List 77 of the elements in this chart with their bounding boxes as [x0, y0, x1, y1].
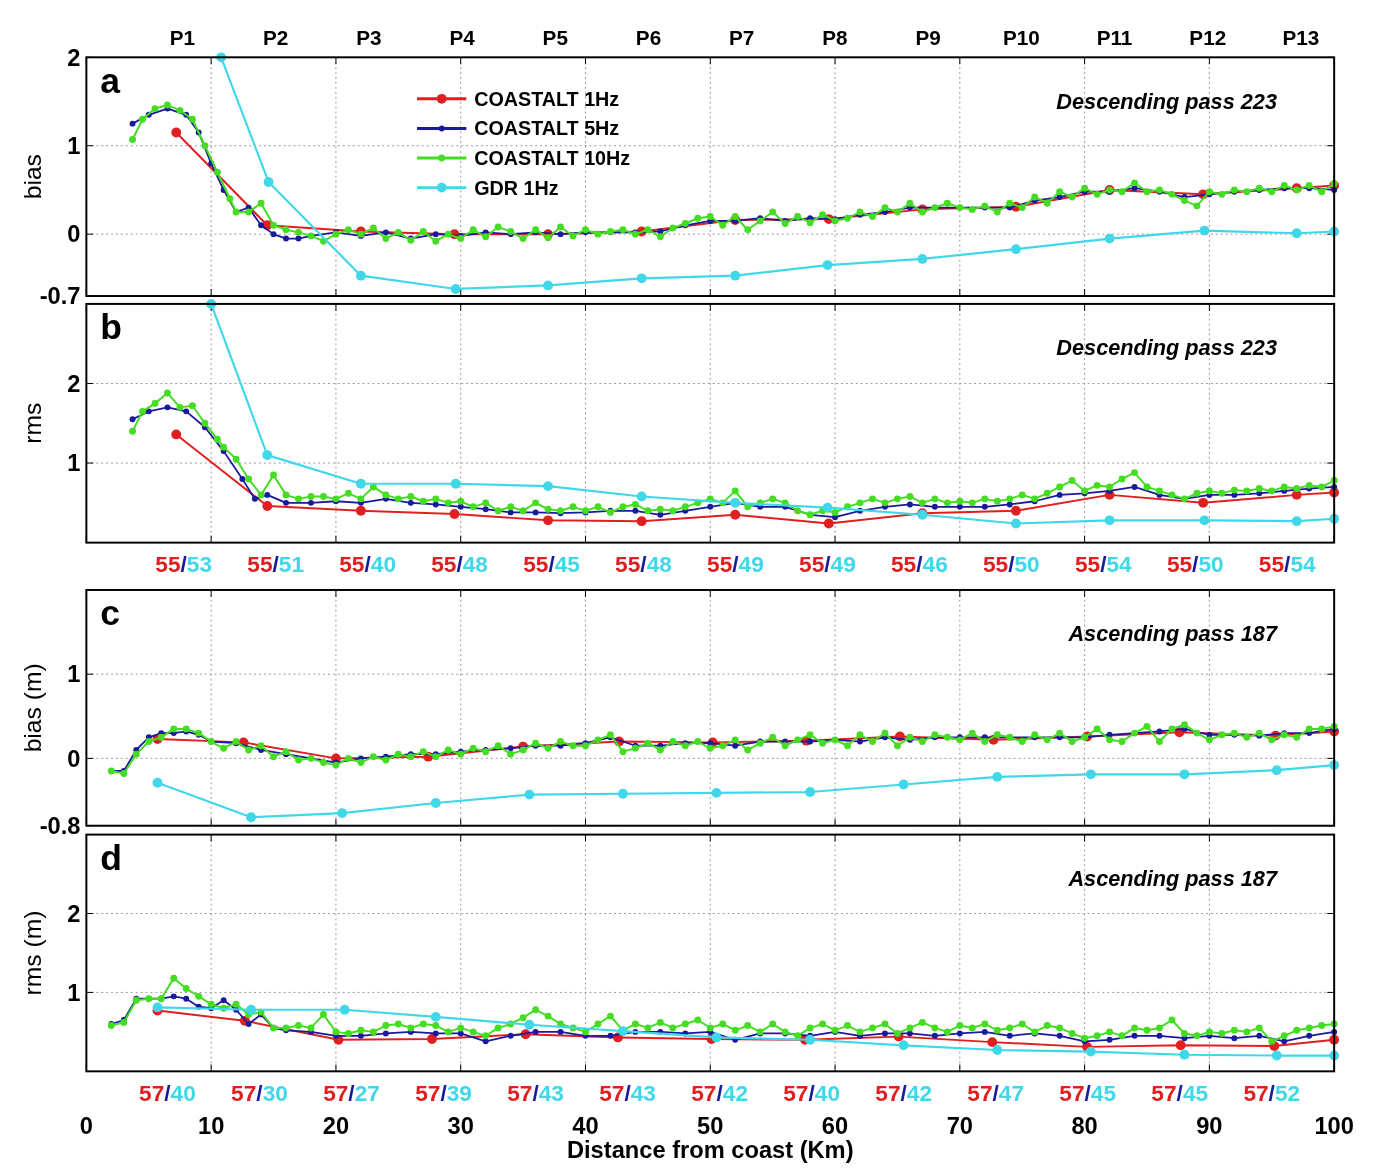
y-axis-title: rms: [19, 402, 46, 444]
x-tick-label: 80: [1071, 1113, 1098, 1140]
y-tick-label: 0: [67, 745, 81, 772]
text: P13: [1282, 26, 1320, 50]
y-axis-title: bias: [19, 154, 46, 200]
text: Ascending pass 187: [1067, 865, 1278, 891]
text: 57/40: [783, 1079, 841, 1106]
y-tick-label: 2: [67, 370, 81, 397]
text: 57/42: [875, 1079, 933, 1106]
y-axis-title: bias (m): [19, 663, 46, 753]
y-tick-label: 1: [67, 133, 81, 160]
text: Descending pass 223: [1056, 335, 1277, 361]
legend-label: COASTALT 1Hz: [474, 87, 620, 110]
legend-label: COASTALT 5Hz: [474, 117, 620, 140]
y-tick-label: 2: [67, 44, 81, 71]
y-tick-label: 1: [67, 661, 81, 688]
text: P6: [635, 26, 662, 50]
text: 55/50: [1166, 551, 1224, 578]
text: P9: [915, 26, 941, 50]
text: P2: [263, 26, 289, 50]
text: P1: [169, 26, 196, 50]
text: 55/49: [799, 551, 856, 578]
x-tick-label: 30: [447, 1113, 474, 1140]
text: P7: [729, 26, 755, 50]
x-tick-label: 100: [1314, 1113, 1354, 1140]
text: P12: [1189, 26, 1227, 50]
text: 57/43: [599, 1079, 656, 1106]
text: 55/40: [339, 551, 396, 578]
text: 55/53: [155, 551, 213, 578]
y-axis-title: rms (m): [19, 910, 46, 996]
text: Descending pass 223: [1056, 88, 1277, 114]
text: 57/47: [967, 1079, 1025, 1106]
text: 55/48: [615, 551, 672, 578]
chart-title: d: [100, 838, 122, 879]
text: 57/52: [1243, 1079, 1301, 1106]
x-tick-label: 10: [197, 1113, 225, 1140]
chart-title: a: [100, 60, 121, 101]
text: 57/27: [323, 1079, 380, 1106]
x-tick-label: 90: [1196, 1113, 1223, 1140]
text: 55/49: [707, 551, 764, 578]
x-tick-label: 40: [572, 1113, 599, 1140]
x-tick-label: 20: [322, 1113, 350, 1140]
text: 57/30: [231, 1079, 288, 1106]
chart-title: b: [100, 307, 122, 348]
text: 57/45: [1151, 1079, 1209, 1106]
y-tick-label: 2: [67, 900, 81, 927]
chart-title: c: [100, 593, 120, 634]
text: 57/45: [1059, 1079, 1117, 1106]
text: P5: [542, 26, 568, 50]
text: 57/40: [139, 1079, 196, 1106]
text: 57/42: [691, 1079, 748, 1106]
text: 55/50: [982, 551, 1040, 578]
y-tick-label: -0.8: [39, 813, 81, 840]
y-tick-label: -0.7: [39, 283, 81, 310]
text: P4: [449, 26, 476, 50]
y-tick-label: 1: [67, 979, 81, 1006]
text: P11: [1096, 26, 1133, 50]
text: 55/45: [523, 551, 580, 578]
legend-label: GDR 1Hz: [474, 176, 559, 199]
x-axis-title: Distance from coast (Km): [566, 1137, 854, 1164]
text: 55/51: [247, 551, 305, 578]
legend-label: COASTALT 10Hz: [474, 146, 631, 169]
x-tick-label: 70: [946, 1113, 973, 1140]
x-tick-label: 60: [821, 1113, 849, 1140]
text: Ascending pass 187: [1067, 621, 1278, 647]
text: P10: [1002, 26, 1040, 50]
text: P3: [356, 26, 382, 50]
text: 57/43: [507, 1079, 564, 1106]
text: 55/54: [1074, 551, 1133, 578]
x-tick-label: 50: [697, 1113, 724, 1140]
text: P8: [822, 26, 848, 50]
text: 55/48: [431, 551, 488, 578]
y-tick-label: 1: [67, 450, 81, 477]
text: 57/39: [415, 1079, 472, 1106]
text: 55/46: [891, 551, 948, 578]
y-tick-label: 0: [67, 221, 81, 248]
text: 55/54: [1258, 551, 1317, 578]
